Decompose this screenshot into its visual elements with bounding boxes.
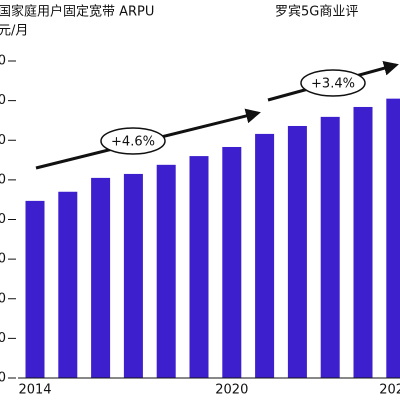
bar [222,146,242,378]
annotation: +3.4% [311,77,355,92]
bar [287,125,307,378]
x-tick-label: 2020 [215,383,248,398]
y-tick-label: 80 [0,54,6,69]
y-tick-label: 60 [0,133,6,148]
bar [156,164,176,378]
bar [58,191,78,378]
annotation-bubble [300,69,366,97]
x-tick-label: 2014 [18,383,51,398]
y-tick-label: 40 [0,212,6,227]
annotation-bubble [100,127,166,155]
bar [353,106,373,378]
y-tick-label: 70 [0,93,6,108]
bar [320,116,340,378]
y-tick-label: 30 [0,252,6,267]
y-tick-label: 10 [0,331,6,346]
bar [255,133,275,378]
chart-title: 国家庭用户固定宽带 ARPU [0,4,154,20]
chart-subtitle: 元/月 [0,24,28,39]
bar [123,173,143,378]
y-tick-label: 20 [0,291,6,306]
source-label: 罗宾5G商业评 [275,4,358,20]
x-tick-label: 2025 [379,383,400,398]
bar [386,98,400,379]
bar [91,177,111,378]
y-tick-label: 0 [0,371,6,386]
y-tick-label: 50 [0,172,6,187]
annotation: +4.6% [111,135,155,150]
bar [189,156,209,378]
bar [25,200,45,378]
